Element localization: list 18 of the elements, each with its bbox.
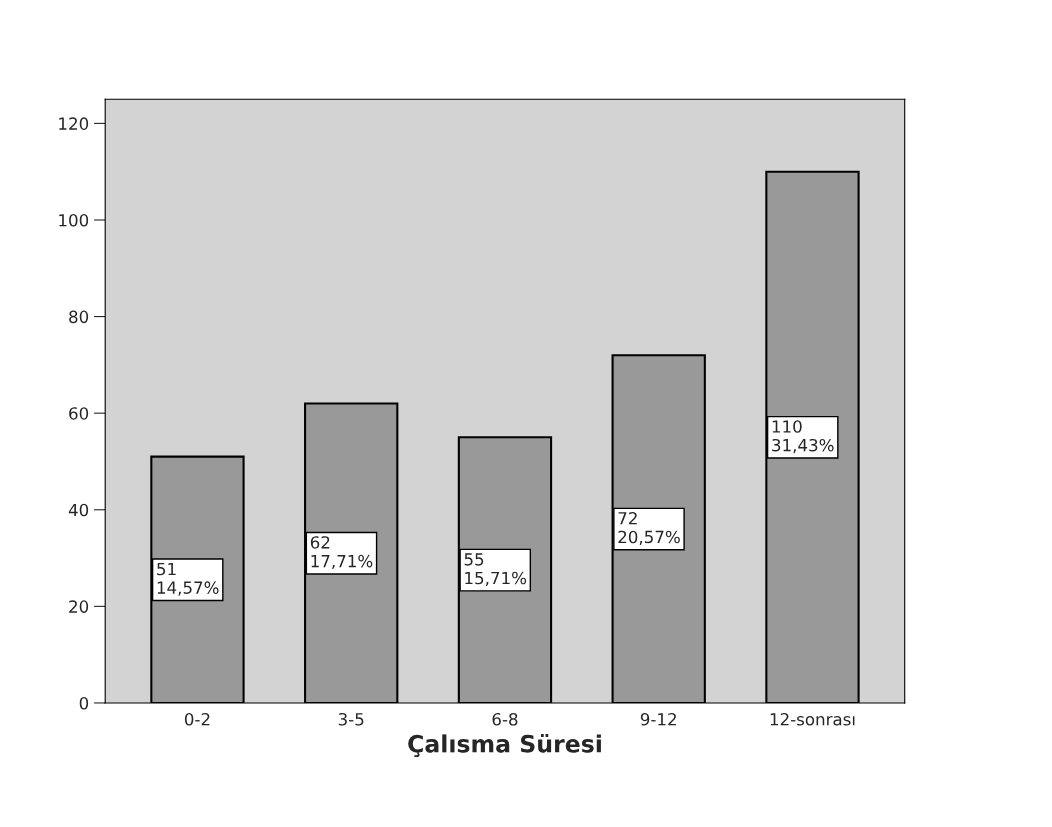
y-tick-label: 0 xyxy=(79,696,89,710)
x-tick-label: 9-12 xyxy=(640,712,676,726)
x-tick-label: 0-2 xyxy=(184,712,210,726)
data-label: 51 14,57% xyxy=(157,562,219,596)
y-tick-label: 40 xyxy=(68,503,89,517)
data-label: 62 17,71% xyxy=(310,536,373,570)
y-tick-label: 100 xyxy=(59,213,89,227)
x-tick-label: 12-sonrası xyxy=(770,712,855,726)
data-label: 110 31,43% xyxy=(772,420,834,454)
x-axis-title: Çalısma Süresi xyxy=(408,734,601,757)
y-tick-label: 80 xyxy=(69,310,89,324)
data-label: 72 20,57% xyxy=(618,511,680,545)
x-tick-label: 6-8 xyxy=(492,712,518,726)
x-tick-label: 3-5 xyxy=(338,712,364,726)
y-tick-label: 20 xyxy=(69,600,89,613)
y-tick-label: 120 xyxy=(59,117,89,130)
data-label: 55 15,71% xyxy=(464,553,527,586)
y-tick-label: 60 xyxy=(69,407,89,420)
